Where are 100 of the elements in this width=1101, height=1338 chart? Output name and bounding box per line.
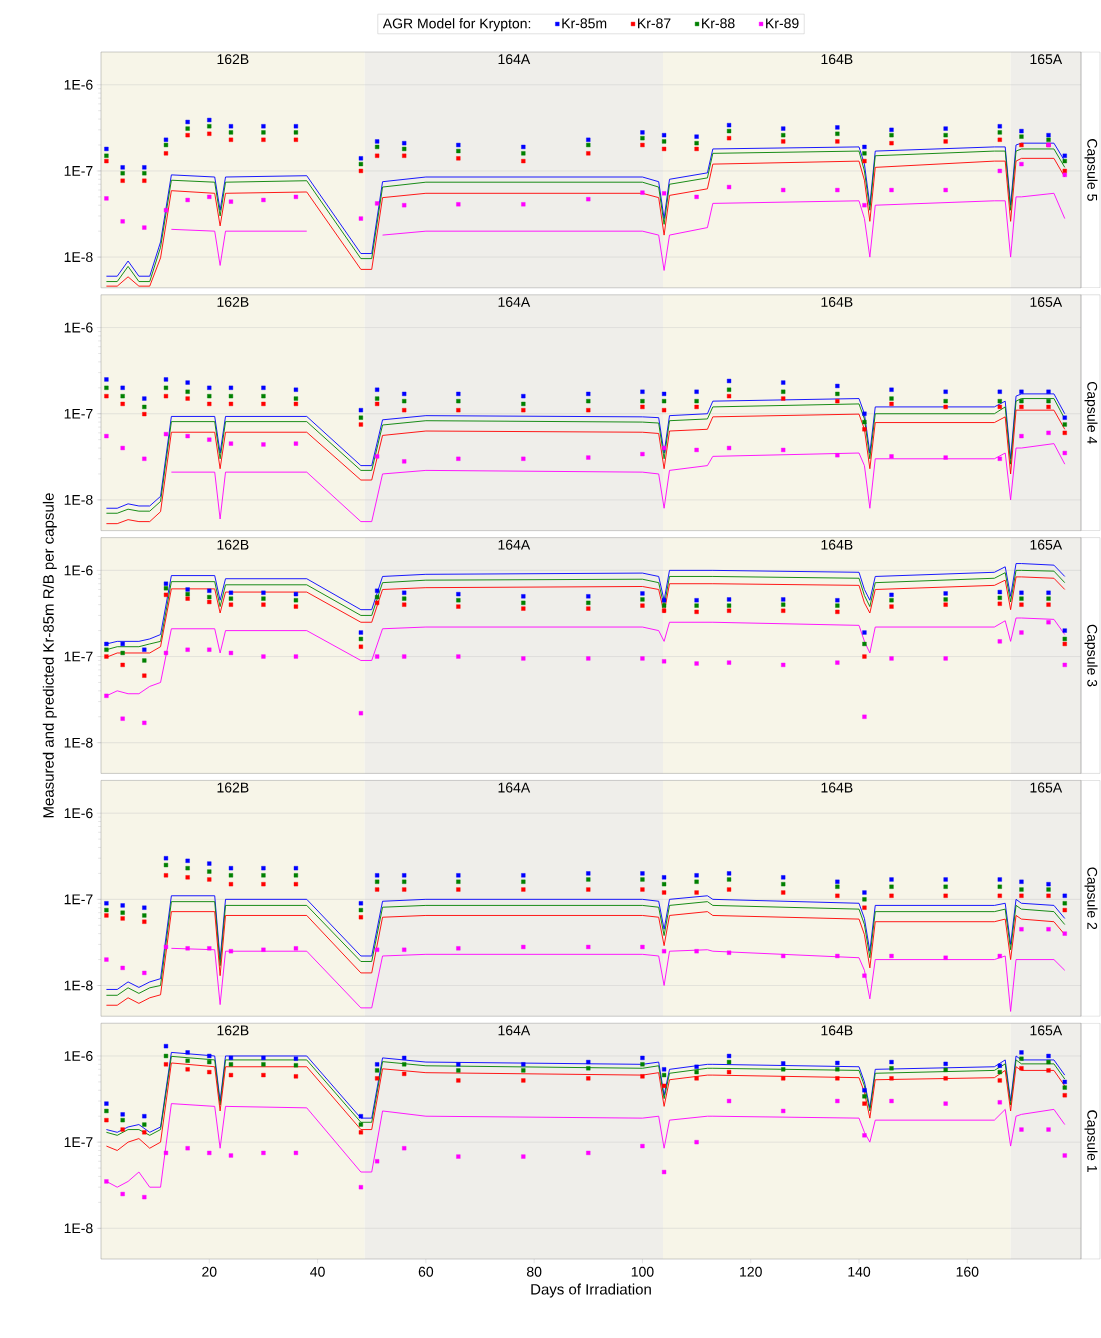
point (358, 915, 363, 920)
point (835, 603, 840, 608)
point (1019, 434, 1024, 439)
point (163, 1044, 169, 1049)
point (694, 609, 699, 614)
point (640, 656, 645, 661)
point (521, 394, 526, 399)
point (521, 1154, 526, 1159)
point (293, 654, 299, 659)
point (120, 165, 125, 170)
band-label: 164B (821, 782, 853, 793)
point (1019, 590, 1024, 595)
point (726, 877, 732, 882)
point (997, 389, 1002, 394)
point (120, 716, 125, 721)
point (694, 661, 699, 666)
point (375, 887, 380, 892)
point (586, 399, 591, 404)
point (997, 601, 1002, 606)
point (889, 884, 894, 889)
point (694, 194, 699, 199)
point (997, 404, 1002, 410)
point (1046, 399, 1051, 404)
point (261, 590, 266, 595)
point (163, 592, 169, 597)
point (726, 1070, 732, 1075)
point (185, 1146, 190, 1151)
point (1062, 153, 1067, 158)
point (185, 592, 190, 597)
point (781, 396, 786, 401)
point (185, 1050, 190, 1055)
point (185, 587, 190, 592)
point (694, 389, 699, 394)
point (997, 137, 1002, 142)
point (835, 598, 840, 603)
point (402, 602, 407, 607)
point (943, 1101, 948, 1106)
point (402, 1071, 407, 1076)
point (402, 408, 407, 413)
point (207, 394, 212, 399)
point (207, 401, 212, 407)
point (662, 659, 667, 664)
point (1019, 596, 1024, 601)
point (943, 884, 948, 889)
point (943, 597, 948, 602)
point (835, 391, 840, 396)
point (862, 1101, 867, 1106)
band-label: 164A (498, 782, 531, 793)
point (375, 401, 380, 407)
legend-label: Kr-85m (562, 18, 607, 29)
point (835, 1060, 840, 1066)
point (293, 1056, 299, 1061)
point (640, 603, 645, 608)
point (862, 159, 867, 164)
point (835, 453, 840, 458)
point (456, 879, 461, 884)
point (1046, 927, 1051, 932)
point (586, 408, 591, 413)
point (402, 887, 407, 892)
band-label: 162B (217, 1025, 249, 1036)
point (228, 1062, 234, 1067)
point (142, 404, 147, 410)
point (120, 641, 125, 647)
point (781, 890, 786, 895)
point (261, 197, 266, 203)
point (261, 947, 266, 952)
point (142, 673, 147, 678)
legend-label: Kr-89 (766, 18, 799, 29)
legend-label: Kr-88 (702, 18, 735, 29)
point (358, 1114, 363, 1119)
point (1062, 159, 1067, 164)
point (358, 711, 363, 716)
point (726, 387, 732, 392)
point (402, 596, 407, 601)
point (456, 873, 461, 878)
point (835, 609, 840, 614)
point (358, 415, 363, 420)
point (261, 1150, 266, 1156)
point (694, 134, 699, 139)
point (862, 641, 867, 647)
point (228, 866, 234, 871)
point (120, 916, 125, 921)
point (862, 151, 867, 156)
point (293, 882, 299, 887)
point (104, 377, 109, 382)
point (943, 126, 948, 131)
point (228, 873, 234, 878)
band-label: 162B (217, 539, 249, 550)
point (120, 394, 125, 399)
point (1019, 404, 1024, 410)
point (586, 1066, 591, 1071)
point (694, 399, 699, 404)
point (862, 419, 867, 425)
point (694, 141, 699, 146)
point (1046, 137, 1051, 142)
point (402, 590, 407, 595)
point (662, 1083, 667, 1088)
point (889, 1059, 894, 1065)
point (185, 866, 190, 871)
point (228, 130, 234, 135)
